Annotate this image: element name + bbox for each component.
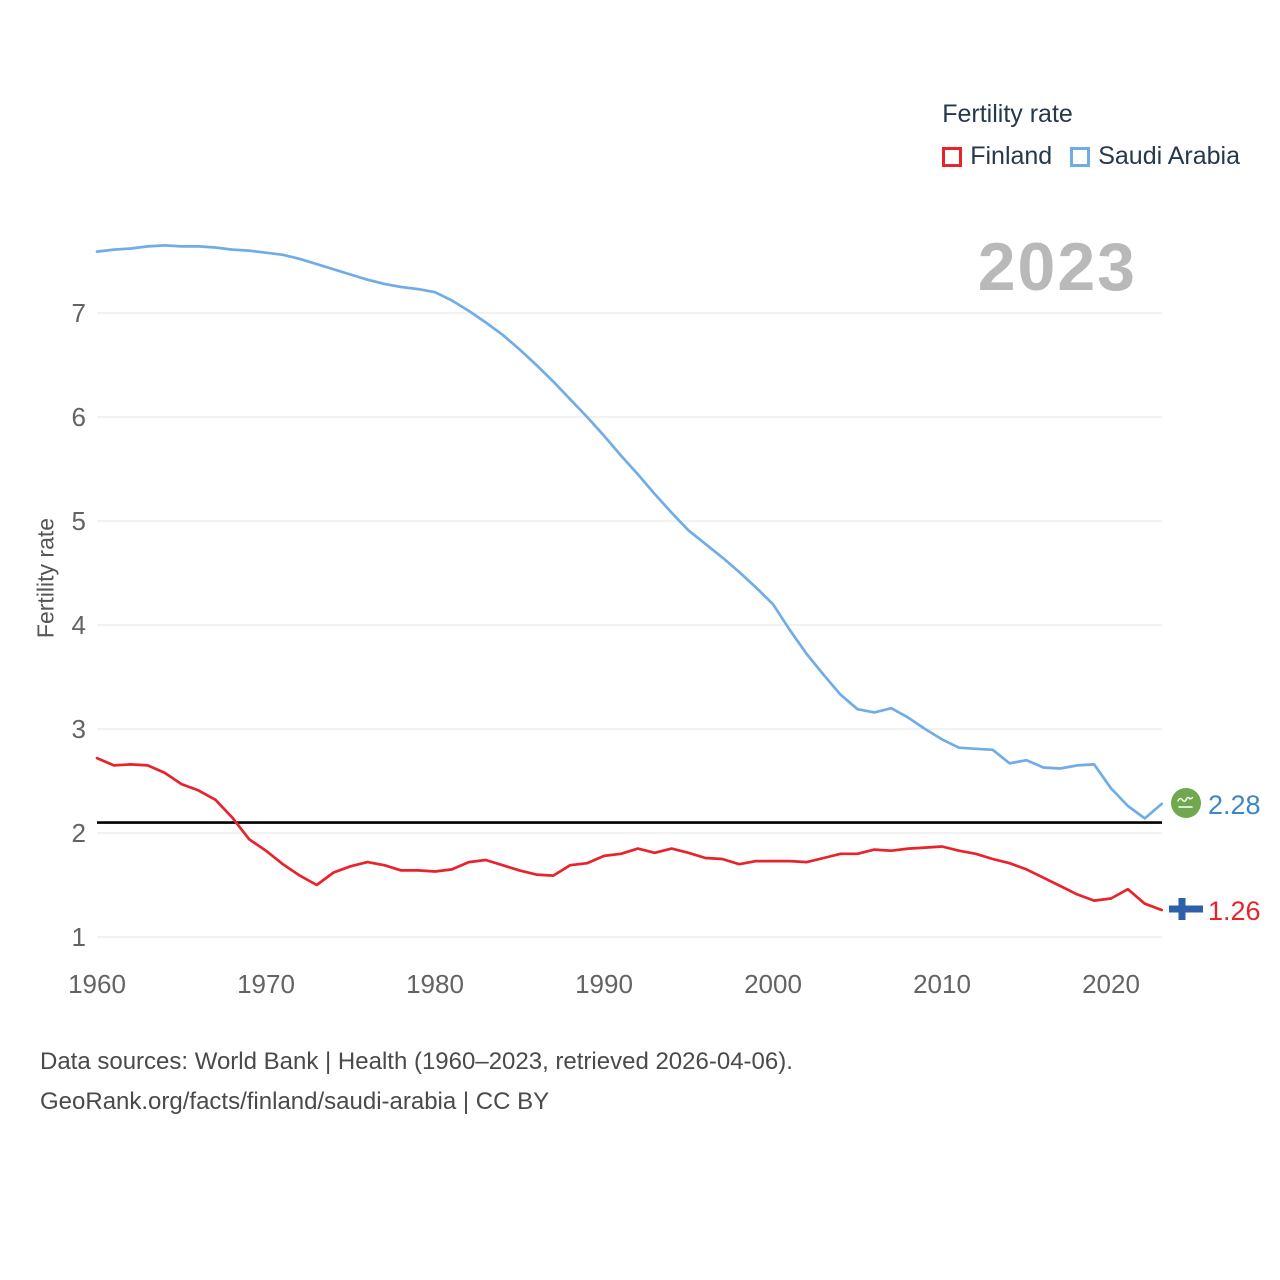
data-sources-footer: Data sources: World Bank | Health (1960–…	[40, 1042, 793, 1122]
x-tick-label: 1970	[237, 969, 295, 999]
y-tick-label: 1	[72, 922, 86, 952]
chart-title: Fertility rate	[942, 100, 1073, 128]
y-tick-label: 7	[72, 298, 86, 328]
series-line-saudi-arabia	[95, 244, 1164, 820]
fertility-chart-plot: 1 2 3 4 5 6 7 1960 1970 1980 1990 2000 2010 2020	[68, 244, 1164, 999]
y-tick-label: 4	[72, 610, 86, 640]
legend-items: Finland Saudi Arabia	[942, 142, 1240, 171]
x-tick-label: 1960	[68, 969, 126, 999]
y-tick-label: 6	[72, 402, 86, 432]
finland-flag-icon	[1169, 898, 1203, 920]
y-tick-label: 3	[72, 714, 86, 744]
x-tick-label: 1990	[575, 969, 633, 999]
attribution-line: GeoRank.org/facts/finland/saudi-arabia |…	[40, 1088, 550, 1115]
y-tick-label: 2	[72, 818, 86, 848]
x-tick-label: 2000	[744, 969, 802, 999]
x-tick-label: 2020	[1082, 969, 1140, 999]
saudi-arabia-end-value: 2.28	[1208, 790, 1261, 820]
legend-item-finland[interactable]: Finland	[942, 142, 1052, 171]
y-tick-label: 5	[72, 506, 86, 536]
data-sources-line: Data sources: World Bank | Health (1960–…	[40, 1048, 793, 1075]
watermark-year: 2023	[977, 229, 1137, 305]
finland-legend-checkbox-icon[interactable]	[942, 146, 963, 167]
legend-label-saudi-arabia: Saudi Arabia	[1098, 142, 1240, 170]
x-tick-label: 2010	[913, 969, 971, 999]
series-line-finland	[95, 756, 1164, 912]
legend-item-saudi-arabia[interactable]: Saudi Arabia	[1070, 142, 1240, 171]
chart-legend: Fertility rate Finland Saudi Arabia	[942, 100, 1240, 171]
finland-end-value: 1.26	[1208, 896, 1261, 926]
x-tick-label: 1980	[406, 969, 464, 999]
saudi-arabia-legend-checkbox-icon[interactable]	[1070, 146, 1091, 167]
legend-label-finland: Finland	[970, 142, 1053, 170]
saudi-arabia-flag-icon	[1171, 788, 1201, 818]
